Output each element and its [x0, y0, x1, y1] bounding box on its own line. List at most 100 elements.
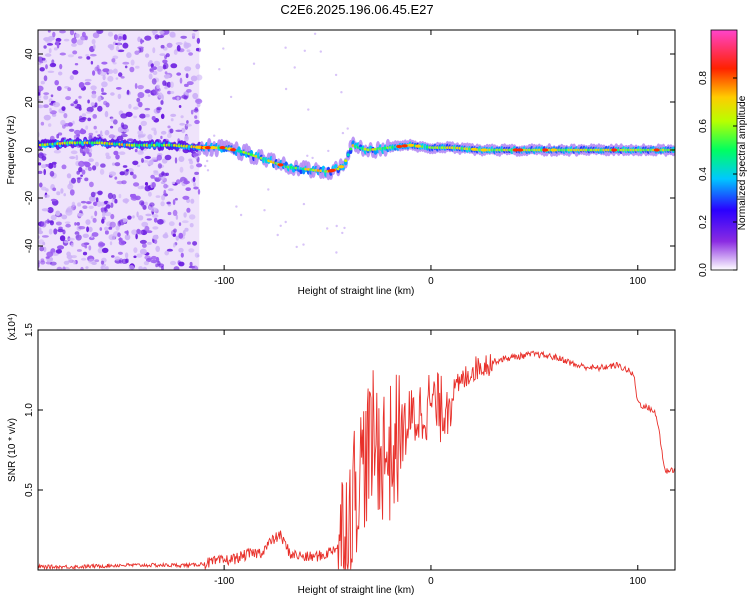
- noise-speckle: [335, 251, 338, 254]
- noise-speckle: [293, 66, 296, 69]
- noise-speckle: [73, 101, 78, 104]
- noise-speckle: [161, 265, 164, 270]
- noise-speckle: [176, 96, 180, 101]
- noise-speckle: [133, 255, 137, 259]
- noise-speckle: [59, 235, 66, 242]
- noise-speckle: [66, 254, 73, 260]
- noise-speckle: [97, 95, 102, 102]
- noise-speckle: [91, 93, 97, 99]
- noise-speckle: [56, 42, 60, 49]
- noise-speckle: [163, 189, 167, 196]
- spectral-hotspot: [471, 147, 478, 151]
- noise-speckle: [144, 89, 151, 94]
- noise-speckle: [88, 152, 92, 158]
- noise-speckle: [88, 195, 96, 202]
- noise-speckle: [188, 248, 195, 253]
- noise-speckle: [120, 113, 128, 119]
- noise-speckle: [196, 163, 203, 168]
- noise-speckle: [130, 59, 135, 66]
- noise-speckle: [136, 253, 143, 258]
- noise-speckle: [84, 177, 89, 182]
- spectrogram-xtick-label: -100: [214, 276, 234, 287]
- noise-speckle: [151, 78, 157, 85]
- noise-speckle: [187, 241, 191, 245]
- noise-speckle: [61, 214, 68, 220]
- noise-speckle: [38, 56, 44, 62]
- noise-speckle: [186, 49, 191, 53]
- noise-speckle: [138, 125, 142, 131]
- noise-speckle: [174, 157, 178, 164]
- noise-speckle: [183, 95, 188, 100]
- noise-speckle: [134, 50, 140, 55]
- noise-speckle: [118, 240, 126, 246]
- noise-speckle: [172, 209, 178, 216]
- noise-speckle: [57, 132, 63, 136]
- noise-speckle: [148, 73, 153, 80]
- noise-speckle: [114, 198, 118, 204]
- noise-speckle: [343, 226, 346, 230]
- noise-speckle: [48, 162, 54, 169]
- noise-speckle: [81, 31, 86, 38]
- noise-speckle: [46, 251, 54, 258]
- noise-speckle: [40, 121, 45, 126]
- noise-speckle: [153, 177, 158, 180]
- noise-speckle: [104, 211, 112, 217]
- noise-speckle: [170, 34, 176, 38]
- noise-speckle: [131, 193, 137, 199]
- spectral-hotspot: [396, 144, 403, 149]
- noise-speckle: [145, 53, 150, 58]
- noise-speckle: [85, 111, 92, 114]
- noise-speckle: [170, 113, 177, 117]
- noise-speckle: [180, 35, 187, 39]
- noise-speckle: [67, 183, 74, 190]
- noise-speckle: [71, 37, 77, 44]
- spectral-band-core: [346, 153, 350, 157]
- noise-speckle: [120, 133, 128, 138]
- noise-speckle: [144, 201, 148, 206]
- noise-speckle: [127, 168, 134, 173]
- noise-speckle: [41, 208, 49, 212]
- noise-speckle: [43, 92, 50, 95]
- snr-panel: -100 0 100 0.5 1.0 1.5 Height of straight lin…: [7, 313, 676, 596]
- noise-speckle: [160, 135, 163, 140]
- noise-speckle: [195, 47, 200, 52]
- noise-speckle: [63, 240, 69, 244]
- noise-speckle: [152, 234, 159, 240]
- noise-speckle: [142, 243, 147, 248]
- noise-speckle: [49, 170, 55, 177]
- noise-speckle: [47, 30, 51, 33]
- spectral-band-core: [249, 153, 253, 157]
- noise-speckle: [141, 158, 144, 163]
- noise-speckle: [76, 177, 81, 184]
- noise-speckle: [114, 176, 118, 180]
- noise-speckle: [102, 211, 106, 218]
- noise-speckle: [58, 71, 63, 76]
- noise-speckle: [41, 186, 47, 191]
- noise-speckle: [173, 266, 180, 270]
- noise-speckle: [152, 88, 156, 94]
- noise-speckle: [156, 84, 160, 90]
- noise-speckle: [70, 242, 74, 248]
- noise-speckle: [78, 166, 83, 173]
- noise-speckle: [154, 34, 160, 40]
- noise-speckle: [125, 258, 129, 264]
- noise-speckle: [156, 65, 163, 72]
- noise-speckle: [43, 104, 49, 108]
- noise-speckle: [139, 239, 147, 244]
- noise-speckle: [45, 64, 48, 70]
- noise-speckle: [114, 256, 121, 261]
- noise-speckle: [142, 266, 148, 270]
- noise-speckle: [105, 266, 109, 270]
- noise-speckle: [166, 201, 171, 205]
- noise-speckle: [98, 242, 106, 247]
- noise-speckle: [192, 92, 199, 100]
- noise-speckle: [144, 225, 150, 232]
- noise-speckle: [50, 94, 54, 98]
- noise-speckle: [80, 174, 83, 177]
- noise-speckle: [88, 245, 92, 251]
- noise-speckle: [78, 95, 82, 99]
- spectral-hotspot: [195, 145, 201, 149]
- noise-speckle: [74, 129, 81, 135]
- noise-speckle: [43, 45, 47, 49]
- noise-speckle: [163, 183, 168, 189]
